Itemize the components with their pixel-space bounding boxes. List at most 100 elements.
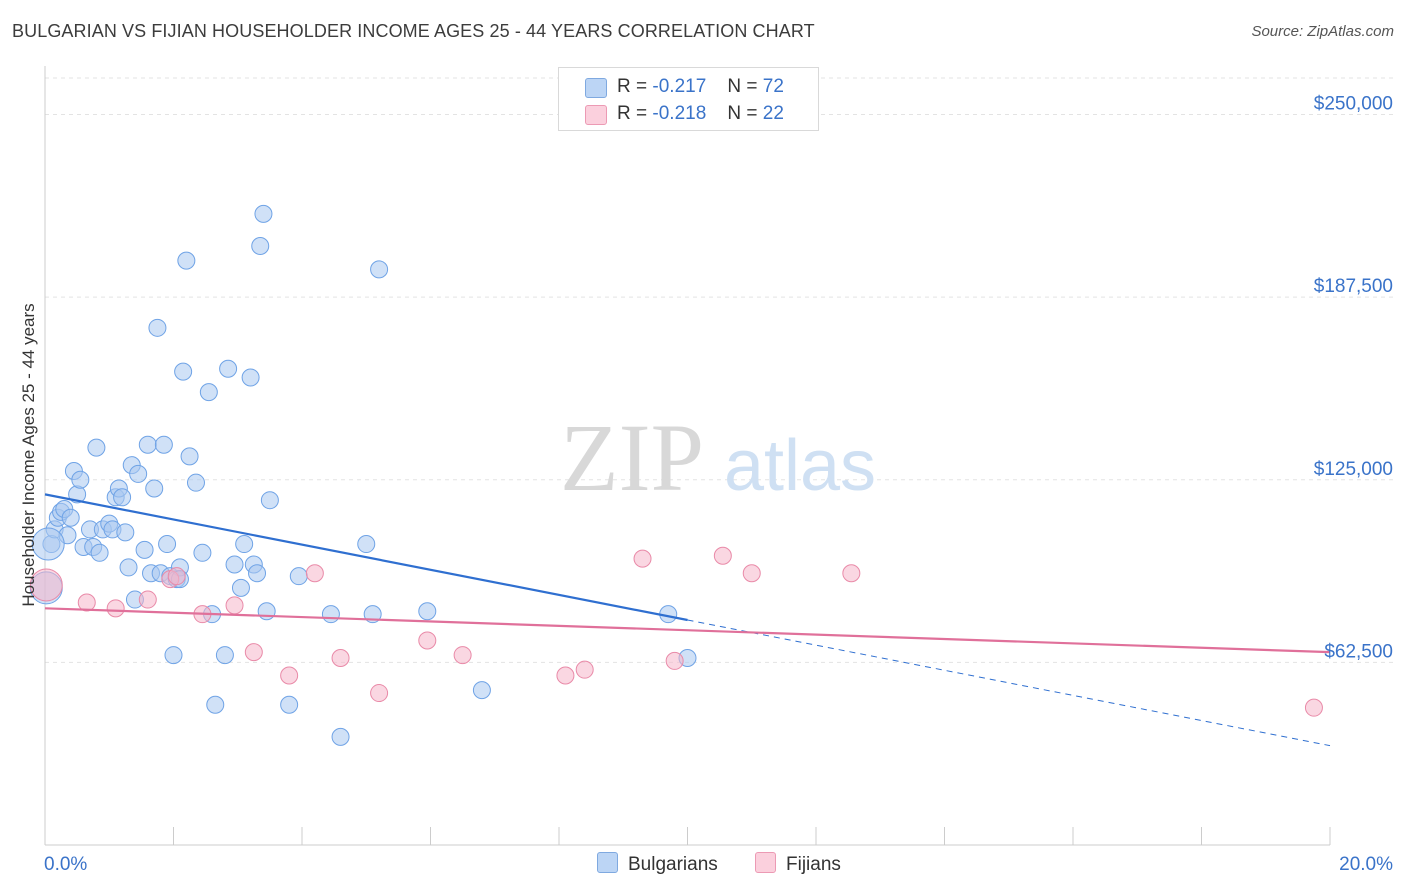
bulgarian-point — [254, 204, 273, 223]
bulgarian-point — [418, 602, 437, 621]
bottom-swatch-bulgarians — [597, 852, 618, 873]
bulgarian-point — [251, 237, 270, 256]
x-tick-label: 20.0% — [1339, 854, 1393, 875]
bulgarian-point — [145, 479, 164, 498]
fijian-point — [29, 568, 63, 602]
bottom-swatch-fijians — [755, 852, 776, 873]
bulgarian-point — [193, 543, 212, 562]
bottom-legend-label-bulgarians: Bulgarians — [628, 854, 718, 875]
bulgarian-point — [180, 447, 199, 466]
bottom-legend-bulgarians: Bulgarians — [597, 852, 718, 876]
fijian-point — [138, 590, 157, 609]
fijian-point — [453, 646, 472, 665]
bulgarian-point — [225, 555, 244, 574]
source-label: Source: ZipAtlas.com — [1251, 23, 1394, 40]
trend-line-bulgarians — [44, 493, 688, 622]
bulgarian-point — [164, 646, 183, 665]
legend-n-label: N = — [727, 76, 758, 97]
bulgarian-point — [116, 523, 135, 542]
bulgarian-point — [199, 383, 218, 402]
y-tick-label: $250,000 — [1314, 94, 1393, 115]
bulgarian-point — [138, 435, 157, 454]
bulgarian-point — [219, 359, 238, 378]
x-tick-labels: 0.0% 20.0% — [44, 854, 1393, 875]
fijian-point — [331, 648, 350, 667]
axes — [44, 66, 1331, 846]
trend-line-fijians — [44, 607, 1331, 654]
bulgarian-point — [31, 527, 65, 561]
fijian-point — [1304, 698, 1323, 717]
bulgarian-point — [289, 567, 308, 586]
fijian-point — [370, 684, 389, 703]
y-tick-label: $187,500 — [1314, 276, 1393, 297]
fijian-point — [305, 564, 324, 583]
bulgarian-point — [61, 508, 80, 527]
legend-n-value: 22 — [762, 103, 784, 124]
bulgarian-point — [241, 368, 260, 387]
fijian-point — [225, 596, 244, 615]
correlation-legend: R = -0.217 N = 72 R = -0.218 N = 22 — [558, 67, 819, 131]
bulgarian-point — [235, 535, 254, 554]
bulgarian-point — [280, 695, 299, 714]
fijian-point — [665, 651, 684, 670]
fijian-point — [167, 567, 186, 586]
y-tick-labels: $62,500 $125,000 $187,500 $250,000 — [1314, 94, 1393, 663]
legend-r-label: R = — [617, 76, 648, 97]
fijian-point — [280, 666, 299, 685]
bulgarian-point — [129, 464, 148, 483]
legend-n-value: 72 — [762, 76, 784, 97]
bulgarian-point — [177, 251, 196, 270]
series-fijians — [29, 546, 1323, 717]
bulgarian-point — [357, 535, 376, 554]
fijian-point — [842, 564, 861, 583]
watermark-atlas: atlas — [724, 426, 876, 506]
legend-n-label: N = — [727, 103, 758, 124]
bulgarian-point — [113, 488, 132, 507]
fijian-point — [77, 593, 96, 612]
x-tick-label: 0.0% — [44, 854, 87, 875]
bulgarian-point — [119, 558, 138, 577]
watermark-zip: ZIP — [560, 404, 704, 511]
chart-title: BULGARIAN VS FIJIAN HOUSEHOLDER INCOME A… — [12, 21, 815, 41]
trend-line-bulgarians-extension — [687, 619, 1331, 747]
bulgarian-point — [260, 491, 279, 510]
legend-r-value: -0.217 — [652, 76, 707, 97]
fijian-point — [418, 631, 437, 650]
bulgarian-point — [370, 260, 389, 279]
y-tick-label: $125,000 — [1314, 459, 1393, 480]
bulgarian-point — [148, 318, 167, 337]
watermark: ZIP atlas — [560, 404, 876, 511]
legend-swatch-bulgarians — [585, 78, 607, 98]
trend-lines — [44, 493, 1331, 747]
fijian-point — [556, 666, 575, 685]
bulgarian-point — [154, 435, 173, 454]
legend-swatch-fijians — [585, 105, 607, 125]
bulgarian-point — [321, 605, 340, 624]
bulgarian-point — [135, 540, 154, 559]
bulgarian-point — [87, 438, 106, 457]
fijian-point — [575, 660, 594, 679]
y-axis-label: Householder Income Ages 25 - 44 years — [19, 303, 38, 606]
bulgarian-point — [71, 470, 90, 489]
bulgarian-point — [174, 362, 193, 381]
fijian-point — [106, 599, 125, 618]
fijian-point — [742, 564, 761, 583]
fijian-point — [244, 643, 263, 662]
bulgarian-point — [206, 695, 225, 714]
legend-r-value: -0.218 — [652, 103, 707, 124]
bulgarian-point — [248, 564, 267, 583]
bottom-legend-label-fijians: Fijians — [786, 854, 841, 875]
bulgarian-point — [231, 578, 250, 597]
bulgarian-point — [215, 646, 234, 665]
bulgarian-point — [331, 727, 350, 746]
bottom-legend-fijians: Fijians — [755, 852, 841, 876]
bulgarian-point — [90, 543, 109, 562]
bulgarian-point — [257, 602, 276, 621]
legend-r-label: R = — [617, 103, 648, 124]
y-tick-label: $62,500 — [1324, 641, 1393, 662]
bulgarian-point — [186, 473, 205, 492]
bulgarian-point — [472, 681, 491, 700]
bulgarian-point — [158, 535, 177, 554]
fijian-point — [633, 549, 652, 568]
